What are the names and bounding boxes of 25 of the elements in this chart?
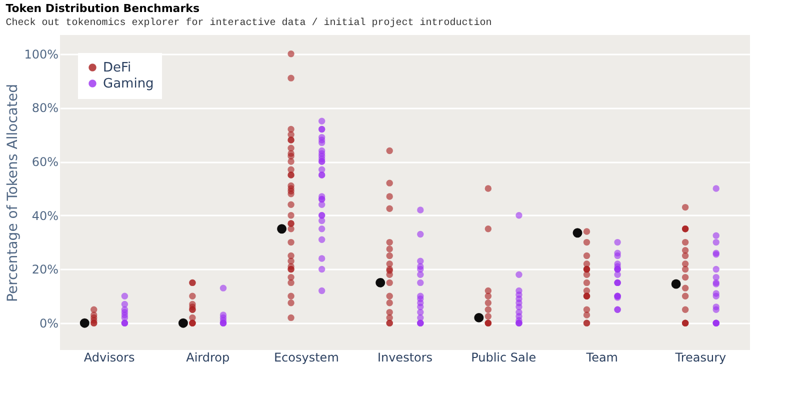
point xyxy=(178,318,188,328)
x-tick-label: Public Sale xyxy=(471,350,536,364)
x-tick-label: Investors xyxy=(377,350,433,364)
chart-subtitle: Check out tokenomics explorer for interactive data / initial project introduction xyxy=(6,17,492,29)
y-tick-label: 20% xyxy=(32,262,58,277)
legend-label: Gaming xyxy=(103,76,154,92)
point xyxy=(376,278,386,288)
y-tick-label: 80% xyxy=(32,101,58,116)
point xyxy=(80,318,90,328)
y-tick-label: 0% xyxy=(39,316,58,331)
x-tick-label: Airdrop xyxy=(186,350,230,364)
point xyxy=(277,224,287,234)
legend-label: DeFi xyxy=(103,60,132,76)
y-axis-title: Percentage of Tokens Allocated xyxy=(5,84,22,302)
point xyxy=(474,312,484,322)
point xyxy=(572,228,582,238)
chart-title: Token Distribution Benchmarks xyxy=(6,2,200,15)
x-tick-label: Team xyxy=(585,350,618,364)
y-tick-label: 100% xyxy=(24,47,58,62)
x-tick-label: Ecosystem xyxy=(274,350,339,364)
x-tick-label: Advisors xyxy=(84,350,135,364)
point xyxy=(671,279,681,289)
y-tick-label: 40% xyxy=(32,208,58,223)
y-tick-label: 60% xyxy=(32,155,58,170)
x-tick-label: Treasury xyxy=(674,350,726,364)
